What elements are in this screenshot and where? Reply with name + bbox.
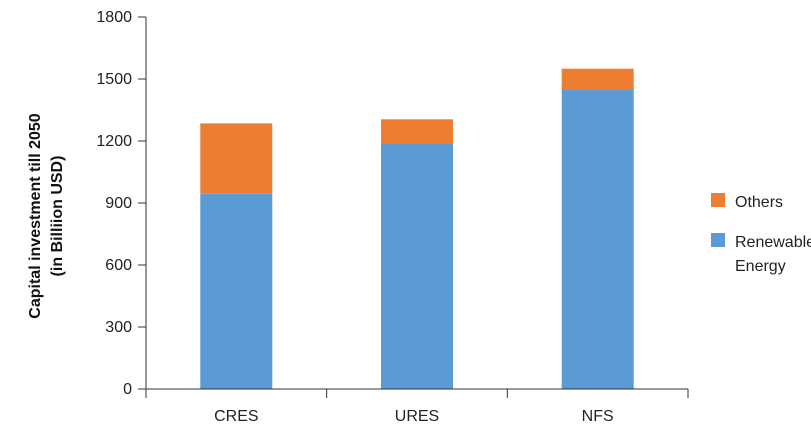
bar-cres-series-1 xyxy=(200,123,273,194)
bar-cres-series-0 xyxy=(200,193,273,389)
legend-label: Energy xyxy=(735,258,786,275)
bar-ures-series-1 xyxy=(381,119,453,144)
x-tick-label: CRES xyxy=(214,408,258,425)
bar-nfs-series-1 xyxy=(561,68,634,90)
bars-group xyxy=(200,68,634,390)
y-tick-label: 900 xyxy=(105,195,132,212)
legend-label: Renewable xyxy=(735,234,811,251)
x-tick-label: URES xyxy=(395,408,439,425)
y-axis-label-line-1: Capital investment till 2050 xyxy=(27,113,44,319)
legend-swatch xyxy=(711,193,725,207)
y-tick-label: 1200 xyxy=(96,133,132,150)
y-tick-label: 0 xyxy=(123,381,132,398)
bar-nfs-series-0 xyxy=(561,89,634,390)
y-tick-label: 1800 xyxy=(96,9,132,26)
axes-group: 0 300 600 900 1200 1500 1800 CRES URES NFS xyxy=(96,9,689,425)
y-tick-label: 600 xyxy=(105,257,132,274)
bar-ures-series-0 xyxy=(381,143,453,389)
y-tick-label: 1500 xyxy=(96,71,132,88)
x-tick-label: NFS xyxy=(582,408,614,425)
legend-swatch xyxy=(711,233,725,247)
y-axis-label: Capital investment till 2050 (in Billiio… xyxy=(27,113,66,319)
y-axis-label-line-2: (in Billiion USD) xyxy=(49,156,66,277)
legend: Others Renewable Energy xyxy=(711,193,811,275)
y-tick-label: 300 xyxy=(105,319,132,336)
legend-label: Others xyxy=(735,194,783,211)
